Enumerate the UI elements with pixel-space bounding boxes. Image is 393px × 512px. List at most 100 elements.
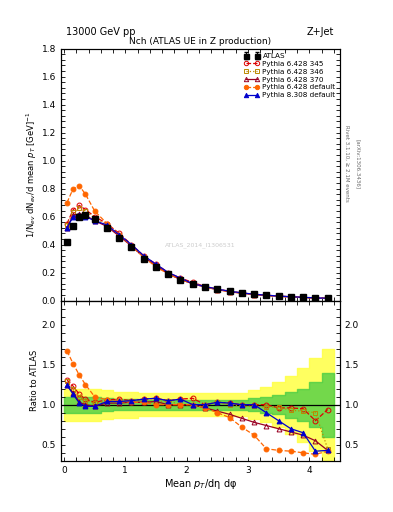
Pythia 6.428 346	[325, 295, 330, 302]
Pythia 6.428 default	[227, 289, 232, 295]
Pythia 6.428 345	[129, 242, 134, 248]
Pythia 8.308 default	[264, 292, 269, 298]
Pythia 6.428 346	[83, 208, 88, 214]
Pythia 6.428 346	[215, 286, 220, 292]
Pythia 6.428 345	[166, 269, 171, 275]
Line: Pythia 6.428 default: Pythia 6.428 default	[64, 183, 330, 301]
Pythia 6.428 370	[288, 294, 293, 300]
Pythia 6.428 370	[71, 212, 75, 218]
Pythia 8.308 default	[105, 222, 109, 228]
Pythia 6.428 default	[215, 287, 220, 293]
Pythia 6.428 default	[83, 191, 88, 197]
Pythia 6.428 default	[65, 200, 70, 206]
Pythia 6.428 346	[203, 284, 208, 290]
Pythia 6.428 370	[301, 294, 305, 301]
Pythia 6.428 345	[92, 214, 97, 220]
Pythia 6.428 370	[92, 218, 97, 224]
Pythia 6.428 346	[313, 295, 318, 301]
Pythia 6.428 default	[239, 290, 244, 296]
Pythia 6.428 345	[105, 221, 109, 227]
Pythia 8.308 default	[65, 225, 70, 231]
Pythia 6.428 345	[71, 206, 75, 212]
Pythia 6.428 370	[77, 210, 82, 217]
Pythia 6.428 default	[288, 294, 293, 300]
Pythia 8.308 default	[117, 231, 121, 238]
Pythia 6.428 default	[325, 295, 330, 302]
Pythia 6.428 default	[203, 284, 208, 290]
Y-axis label: 1/N$_{ev}$ dN$_{ev}$/d mean $p_T$ [GeV]$^{-1}$: 1/N$_{ev}$ dN$_{ev}$/d mean $p_T$ [GeV]$…	[24, 111, 39, 238]
Pythia 6.428 370	[178, 276, 183, 283]
Pythia 6.428 default	[301, 294, 305, 301]
Pythia 8.308 default	[83, 214, 88, 220]
Pythia 6.428 346	[227, 288, 232, 294]
Pythia 6.428 370	[264, 292, 269, 298]
Pythia 8.308 default	[276, 293, 281, 299]
Pythia 8.308 default	[252, 291, 257, 297]
Line: Pythia 6.428 346: Pythia 6.428 346	[64, 206, 330, 301]
Pythia 8.308 default	[166, 269, 171, 275]
Pythia 6.428 346	[65, 222, 70, 228]
Pythia 6.428 default	[166, 271, 171, 277]
Pythia 6.428 370	[83, 212, 88, 218]
Pythia 6.428 346	[117, 231, 121, 238]
Pythia 6.428 default	[252, 291, 257, 297]
Pythia 6.428 370	[203, 284, 208, 290]
Pythia 6.428 default	[105, 221, 109, 227]
Pythia 6.428 345	[325, 295, 330, 302]
Pythia 6.428 default	[77, 183, 82, 189]
Pythia 8.308 default	[71, 214, 75, 220]
Pythia 6.428 default	[92, 208, 97, 214]
Pythia 8.308 default	[141, 252, 146, 259]
Pythia 8.308 default	[215, 286, 220, 292]
Pythia 8.308 default	[325, 295, 330, 302]
Y-axis label: Ratio to ATLAS: Ratio to ATLAS	[30, 350, 39, 411]
Pythia 6.428 346	[141, 254, 146, 260]
Pythia 8.308 default	[92, 218, 97, 224]
Pythia 6.428 346	[178, 276, 183, 283]
Pythia 6.428 345	[178, 275, 183, 281]
Pythia 6.428 370	[252, 291, 257, 297]
Pythia 6.428 370	[239, 290, 244, 296]
Pythia 6.428 345	[77, 202, 82, 208]
Pythia 6.428 370	[105, 223, 109, 229]
Pythia 8.308 default	[239, 290, 244, 296]
Pythia 8.308 default	[178, 275, 183, 281]
Pythia 6.428 370	[190, 281, 195, 287]
Pythia 6.428 default	[117, 231, 121, 238]
Pythia 6.428 346	[77, 205, 82, 211]
Pythia 6.428 370	[166, 271, 171, 277]
Pythia 6.428 345	[83, 206, 88, 212]
Pythia 6.428 346	[288, 294, 293, 300]
Pythia 8.308 default	[203, 284, 208, 290]
Pythia 6.428 370	[65, 225, 70, 231]
Pythia 6.428 370	[117, 233, 121, 239]
Pythia 6.428 345	[313, 295, 318, 301]
Pythia 6.428 345	[190, 279, 195, 285]
Pythia 6.428 370	[215, 287, 220, 293]
Line: Pythia 6.428 370: Pythia 6.428 370	[64, 211, 330, 301]
Pythia 6.428 345	[288, 294, 293, 300]
Pythia 6.428 default	[178, 276, 183, 283]
Pythia 6.428 370	[141, 254, 146, 260]
Pythia 6.428 346	[71, 209, 75, 216]
Pythia 6.428 default	[264, 292, 269, 298]
Pythia 6.428 345	[301, 294, 305, 301]
Pythia 6.428 345	[154, 261, 158, 267]
Pythia 8.308 default	[301, 294, 305, 301]
Pythia 6.428 370	[154, 263, 158, 269]
Pythia 8.308 default	[313, 295, 318, 301]
Text: Rivet 3.1.10, ≥ 2.1M events: Rivet 3.1.10, ≥ 2.1M events	[344, 125, 349, 202]
Pythia 6.428 346	[276, 293, 281, 299]
Pythia 6.428 default	[190, 281, 195, 287]
Pythia 6.428 370	[313, 295, 318, 301]
Pythia 8.308 default	[288, 294, 293, 300]
Pythia 6.428 370	[325, 295, 330, 302]
Pythia 6.428 346	[252, 291, 257, 297]
Pythia 6.428 370	[129, 243, 134, 249]
Pythia 6.428 default	[129, 243, 134, 249]
Text: 13000 GeV pp: 13000 GeV pp	[66, 27, 136, 37]
Pythia 6.428 default	[276, 293, 281, 300]
Pythia 6.428 345	[203, 284, 208, 290]
Text: Z+Jet: Z+Jet	[307, 27, 334, 37]
Pythia 6.428 346	[105, 222, 109, 228]
